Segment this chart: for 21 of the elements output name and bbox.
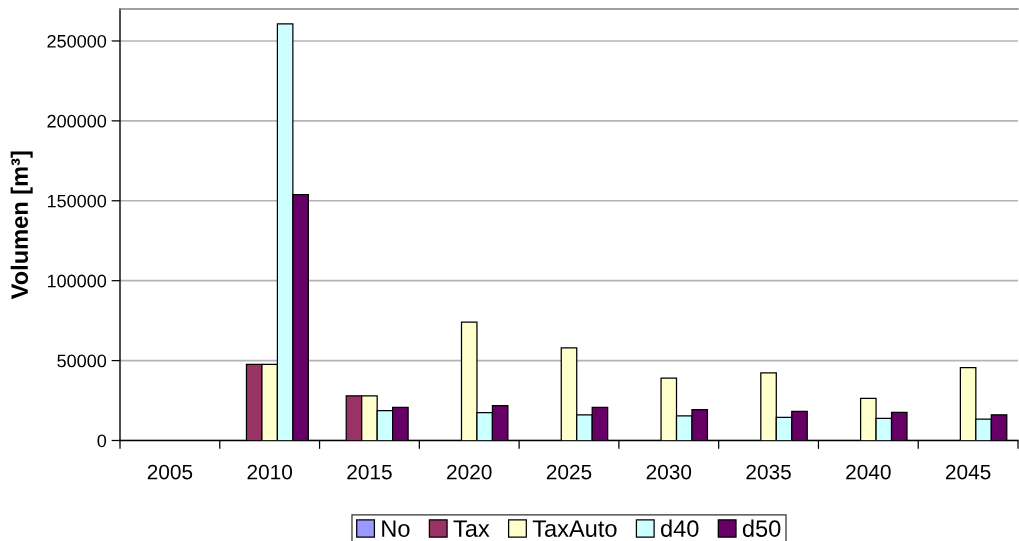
x-tick-label: 2035 xyxy=(746,464,791,480)
legend-label: d40 xyxy=(661,519,699,537)
y-tick-label: 200000 xyxy=(47,114,107,128)
y-tick-label: 250000 xyxy=(47,34,107,48)
x-tick-label: 2030 xyxy=(646,464,692,480)
x-tick-label: 2045 xyxy=(945,464,991,480)
y-tick-label: 150000 xyxy=(47,194,107,208)
y-axis-title: Volumen [m³] xyxy=(10,151,33,300)
y-tick-label: 0 xyxy=(97,434,107,448)
x-tick-label: 2040 xyxy=(846,464,891,480)
x-tick-label: 2025 xyxy=(546,464,592,480)
legend-label: d50 xyxy=(742,519,781,537)
legend-label: Tax xyxy=(453,520,490,537)
y-tick-label: 50000 xyxy=(57,354,107,368)
x-tick-label: 2020 xyxy=(447,464,492,480)
x-tick-label: 2005 xyxy=(147,464,193,480)
legend-label: No xyxy=(382,520,410,537)
y-tick-label: 100000 xyxy=(47,274,107,288)
legend-label: TaxAuto xyxy=(532,520,617,537)
x-tick-label: 2015 xyxy=(347,464,392,480)
x-tick-label: 2010 xyxy=(247,464,293,480)
